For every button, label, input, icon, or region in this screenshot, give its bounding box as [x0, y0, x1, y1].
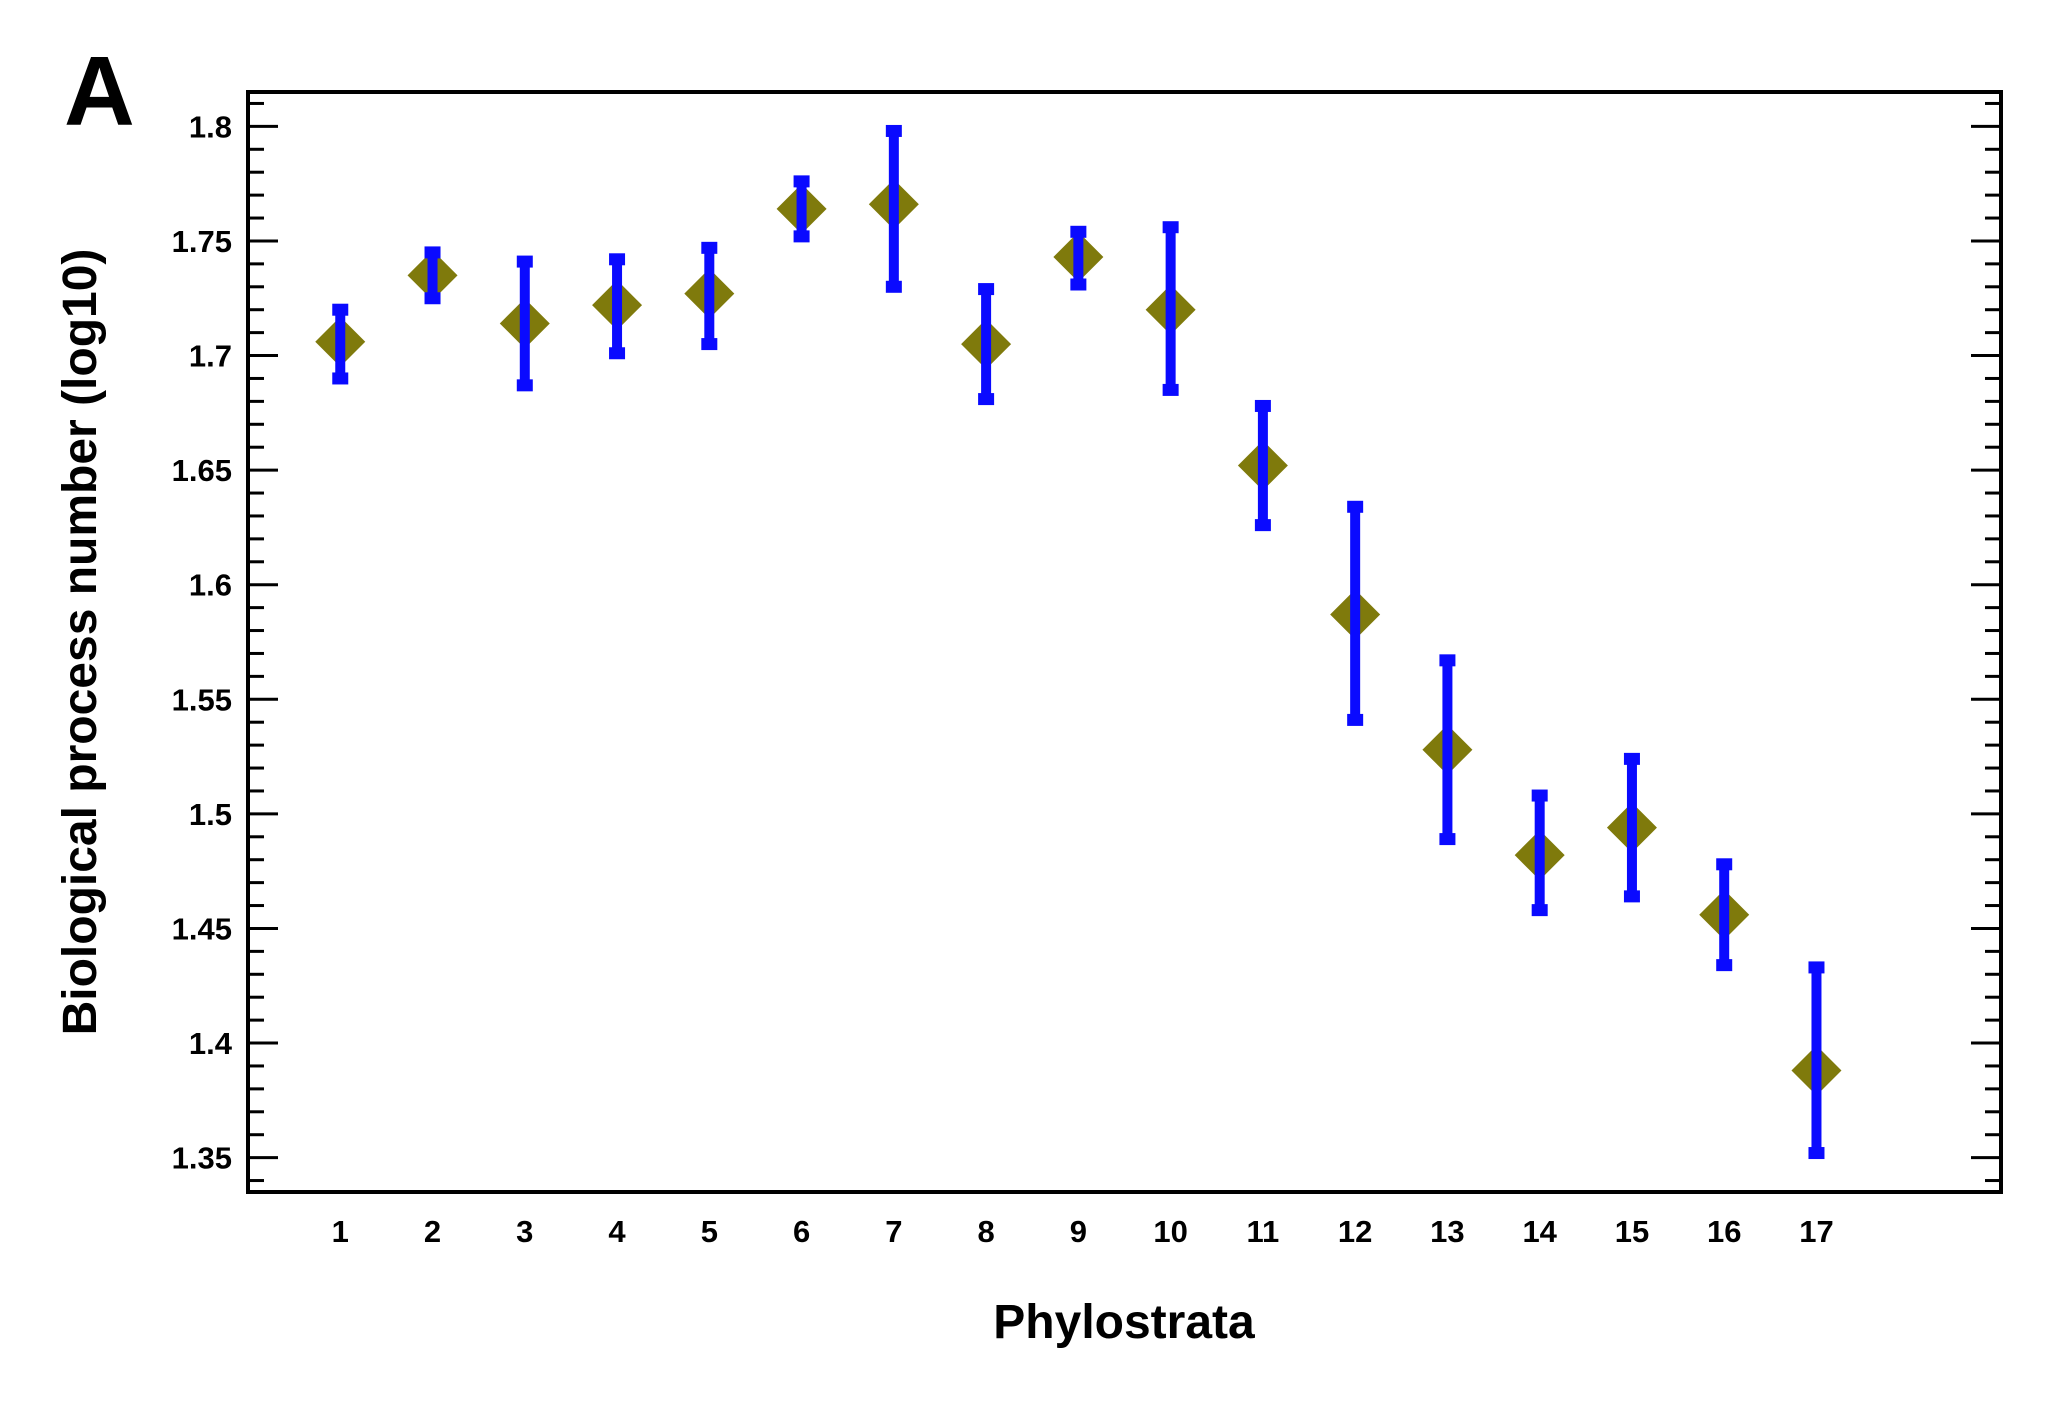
- x-tick-label: 11: [1247, 1214, 1280, 1249]
- x-tick-label: 7: [885, 1214, 902, 1249]
- error-bar: [978, 283, 995, 406]
- y-tick-label: 1.5: [189, 797, 232, 832]
- x-tick-label: 2: [424, 1214, 441, 1249]
- x-tick-label: 10: [1153, 1214, 1187, 1249]
- x-tick-label: 8: [977, 1214, 994, 1249]
- x-axis-title: Phylostrata: [993, 1296, 1255, 1349]
- x-tick-label: 4: [608, 1214, 626, 1249]
- x-tick-label: 14: [1522, 1214, 1557, 1249]
- error-bar: [1808, 961, 1825, 1160]
- error-bar: [885, 124, 902, 293]
- error-bar: [1439, 654, 1456, 846]
- x-tick-label: 5: [701, 1214, 718, 1249]
- y-tick-label: 1.45: [172, 911, 232, 946]
- x-tick-label: 16: [1707, 1214, 1741, 1249]
- error-bar: [1623, 752, 1640, 903]
- error-bar: [793, 175, 810, 243]
- error-bar: [1347, 500, 1364, 726]
- y-tick-label: 1.35: [172, 1141, 232, 1176]
- x-axis-tick-labels: 1 2 3 4 5 6 7 8 9 10 11 12 13 14 15 16 17: [332, 1214, 1834, 1249]
- y-tick-label: 1.55: [172, 682, 232, 717]
- y-tick-label: 1.7: [189, 339, 232, 374]
- error-bar: [1531, 789, 1548, 917]
- error-bar: [1254, 399, 1271, 532]
- y-tick-label: 1.75: [172, 224, 232, 259]
- y-tick-label: 1.65: [172, 453, 232, 488]
- error-bar: [1070, 225, 1087, 291]
- y-axis-tick-labels: 1.35 1.4 1.45 1.5 1.55 1.6 1.65 1.7 1.75 1.8: [172, 109, 233, 1175]
- x-tick-label: 13: [1430, 1214, 1464, 1249]
- panel-label: A: [64, 36, 135, 146]
- y-tick-label: 1.6: [189, 568, 232, 603]
- y-tick-label: 1.8: [189, 109, 232, 144]
- error-bar: [701, 241, 718, 351]
- x-tick-label: 1: [332, 1214, 349, 1249]
- y-axis-ticks: [248, 101, 2001, 1183]
- error-bars: [332, 124, 1825, 1160]
- data-markers: [315, 179, 1842, 1096]
- error-bar: [609, 253, 626, 360]
- error-bar: [1716, 858, 1733, 972]
- x-tick-label: 12: [1338, 1214, 1372, 1249]
- error-bar: [332, 303, 349, 385]
- plot-frame: [246, 90, 2003, 1194]
- error-bar: [516, 255, 533, 392]
- x-tick-label: 3: [516, 1214, 533, 1249]
- y-axis-title: Biological process number (log10): [54, 249, 107, 1036]
- x-tick-label: 9: [1070, 1214, 1087, 1249]
- error-bar: [1162, 221, 1179, 396]
- x-tick-label: 17: [1799, 1214, 1833, 1249]
- x-tick-label: 6: [793, 1214, 810, 1249]
- y-tick-label: 1.4: [189, 1026, 233, 1061]
- x-tick-label: 15: [1615, 1214, 1649, 1249]
- error-bar: [424, 246, 441, 305]
